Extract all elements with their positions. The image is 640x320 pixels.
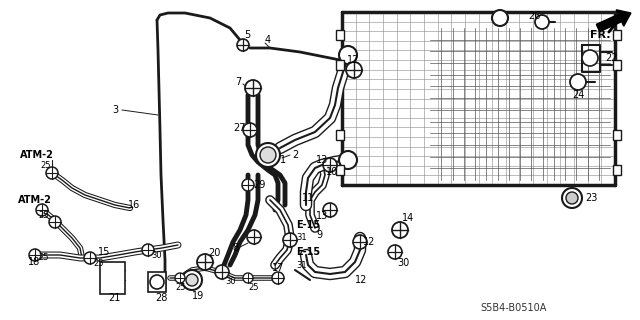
Text: 22: 22	[605, 53, 618, 63]
Text: 8: 8	[232, 243, 238, 253]
Circle shape	[388, 245, 402, 259]
Text: ATM-2: ATM-2	[20, 150, 54, 160]
Circle shape	[562, 188, 582, 208]
Bar	[613, 165, 621, 175]
Circle shape	[142, 244, 154, 256]
Text: 12: 12	[363, 237, 376, 247]
Text: 7: 7	[235, 77, 241, 87]
Text: 30: 30	[397, 258, 409, 268]
Text: 28: 28	[155, 293, 168, 303]
Circle shape	[492, 10, 508, 26]
Circle shape	[247, 230, 261, 244]
Bar	[613, 130, 621, 140]
Circle shape	[260, 147, 276, 163]
Circle shape	[175, 273, 185, 283]
Circle shape	[392, 222, 408, 238]
Bar	[336, 60, 344, 70]
Circle shape	[84, 252, 96, 264]
Text: 30: 30	[225, 276, 236, 285]
Text: S5B4-B0510A: S5B4-B0510A	[480, 303, 547, 313]
Text: 4: 4	[265, 35, 271, 45]
Circle shape	[36, 204, 48, 216]
Circle shape	[339, 46, 357, 64]
Circle shape	[215, 265, 229, 279]
Bar	[336, 30, 344, 40]
Text: 10: 10	[326, 167, 339, 177]
Text: 19: 19	[192, 291, 204, 301]
Circle shape	[46, 167, 58, 179]
Circle shape	[535, 15, 549, 29]
Text: 25: 25	[40, 161, 51, 170]
Text: 2: 2	[292, 150, 298, 160]
Circle shape	[346, 62, 362, 78]
Circle shape	[186, 274, 198, 286]
Text: FR.: FR.	[590, 30, 611, 40]
Text: 12: 12	[347, 55, 360, 65]
Text: 11: 11	[302, 193, 314, 203]
Circle shape	[242, 179, 254, 191]
Circle shape	[353, 235, 367, 249]
Text: 17: 17	[272, 263, 284, 273]
Text: 24: 24	[572, 90, 584, 100]
Bar	[336, 165, 344, 175]
Text: ATM-2: ATM-2	[18, 195, 52, 205]
Text: 1: 1	[280, 155, 286, 165]
Text: 20: 20	[208, 248, 220, 258]
Bar	[148, 272, 166, 292]
Text: 25: 25	[38, 211, 49, 220]
Text: 25: 25	[175, 284, 186, 292]
Circle shape	[582, 50, 598, 66]
Text: 31: 31	[296, 234, 307, 243]
Circle shape	[197, 254, 213, 270]
Circle shape	[283, 233, 297, 247]
Text: 3: 3	[112, 105, 118, 115]
Text: 15: 15	[98, 247, 110, 257]
Text: 25: 25	[93, 260, 104, 268]
Bar	[100, 262, 125, 294]
Circle shape	[150, 275, 164, 289]
Bar	[613, 60, 621, 70]
Text: 9: 9	[316, 230, 322, 240]
Text: 12: 12	[355, 275, 367, 285]
Text: 18: 18	[28, 257, 40, 267]
Bar	[336, 130, 344, 140]
Text: 23: 23	[585, 193, 597, 203]
Text: 13: 13	[316, 155, 328, 165]
Circle shape	[29, 249, 41, 261]
Text: 27: 27	[233, 123, 246, 133]
Text: 29: 29	[253, 180, 266, 190]
Text: 30: 30	[151, 252, 162, 260]
Circle shape	[182, 270, 202, 290]
FancyArrow shape	[596, 10, 631, 32]
Bar	[613, 30, 621, 40]
Circle shape	[566, 192, 578, 204]
Text: 13: 13	[316, 211, 328, 221]
Text: 31: 31	[296, 260, 307, 269]
Bar	[342, 12, 615, 185]
Circle shape	[245, 80, 261, 96]
Circle shape	[339, 151, 357, 169]
Text: 26: 26	[528, 11, 540, 21]
Text: 25: 25	[38, 253, 49, 262]
Circle shape	[570, 74, 586, 90]
Text: 21: 21	[108, 293, 120, 303]
Circle shape	[49, 216, 61, 228]
Text: 25: 25	[248, 284, 259, 292]
Text: E-15: E-15	[296, 247, 320, 257]
Circle shape	[243, 273, 253, 283]
Text: 16: 16	[128, 200, 140, 210]
Text: 5: 5	[244, 30, 250, 40]
Text: E-15: E-15	[296, 220, 320, 230]
Circle shape	[243, 123, 257, 137]
Text: 14: 14	[402, 213, 414, 223]
Circle shape	[237, 39, 249, 51]
Circle shape	[323, 203, 337, 217]
Circle shape	[323, 158, 337, 172]
Circle shape	[256, 143, 280, 167]
Circle shape	[272, 272, 284, 284]
